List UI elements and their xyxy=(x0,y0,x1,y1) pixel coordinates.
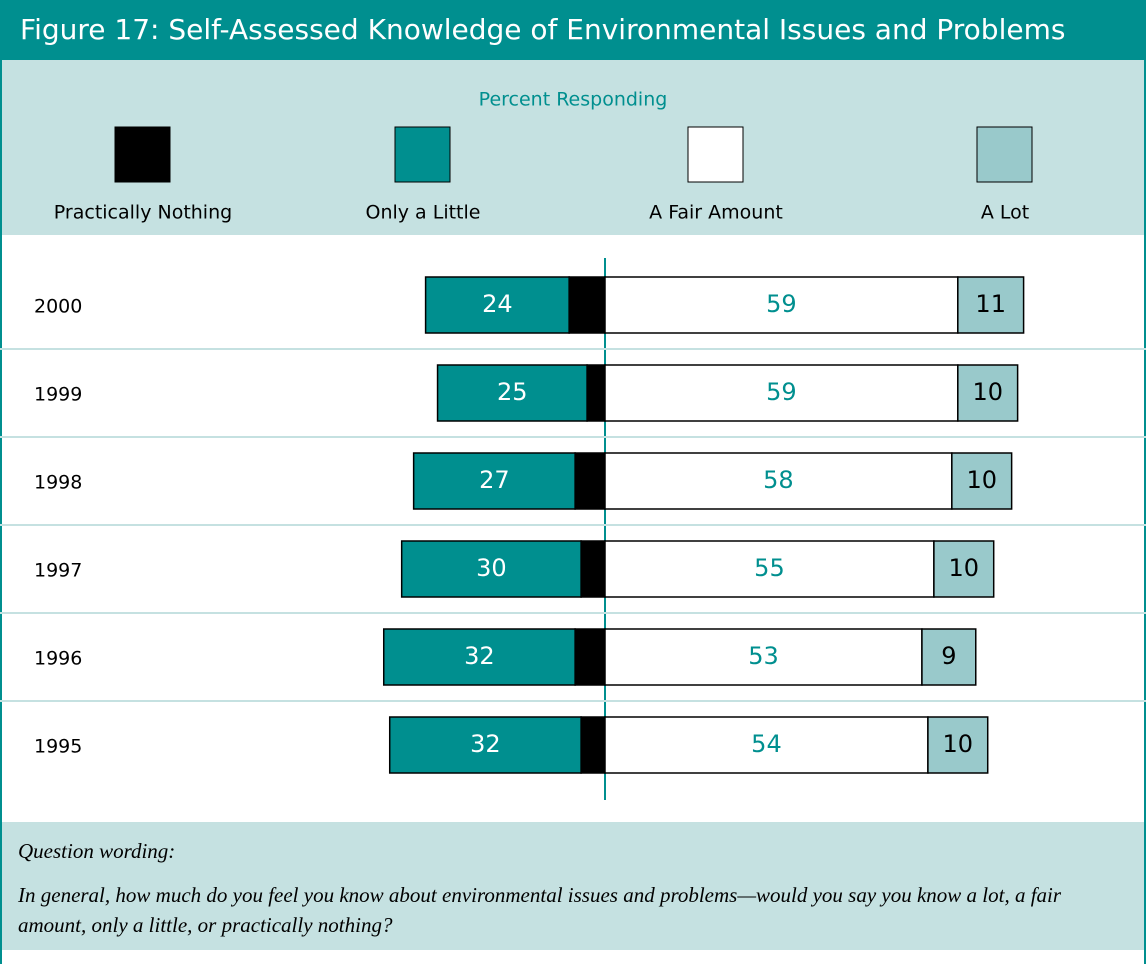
value-label: 10 xyxy=(949,554,980,582)
bar-segment xyxy=(604,364,959,422)
bar-segment xyxy=(933,540,995,598)
bar-segment xyxy=(424,276,570,334)
value-label: 27 xyxy=(479,466,510,494)
bar-segment xyxy=(568,276,606,334)
note-title: Question wording: xyxy=(18,839,176,863)
bar-segment xyxy=(382,628,576,686)
value-label: 9 xyxy=(941,642,956,670)
bar-segment xyxy=(957,364,1019,422)
value-label: 10 xyxy=(966,466,997,494)
bar-segment xyxy=(580,540,606,598)
bar-segment xyxy=(927,716,989,774)
category-label: 1997 xyxy=(34,560,82,582)
legend-label: Only a Little xyxy=(366,202,481,224)
legend-band xyxy=(0,60,1146,235)
legend-label: A Lot xyxy=(981,202,1029,224)
value-label: 58 xyxy=(763,466,794,494)
bar-segment xyxy=(574,452,606,510)
bar-segment xyxy=(412,452,576,510)
bar-segment xyxy=(957,276,1025,334)
value-label: 53 xyxy=(748,642,779,670)
chart-subtitle: Percent Responding xyxy=(479,89,668,111)
value-label: 25 xyxy=(497,378,528,406)
category-label: 1999 xyxy=(34,384,82,406)
note-text: In general, how much do you feel you kno… xyxy=(18,883,1062,937)
header-band xyxy=(0,0,1146,60)
legend-label: Practically Nothing xyxy=(54,202,232,224)
chart-title: Figure 17: Self-Assessed Knowledge of En… xyxy=(20,13,1065,46)
legend-swatch xyxy=(114,126,171,183)
value-label: 54 xyxy=(751,730,782,758)
value-label: 10 xyxy=(943,730,974,758)
bar-segment xyxy=(604,452,953,510)
bar-segment xyxy=(921,628,977,686)
legend-label: A Fair Amount xyxy=(649,202,783,224)
bar-segment xyxy=(586,364,606,422)
legend-swatch xyxy=(976,126,1033,183)
bar-segment xyxy=(951,452,1013,510)
value-label: 59 xyxy=(766,290,797,318)
value-label: 59 xyxy=(766,378,797,406)
category-label: 1998 xyxy=(34,472,82,494)
value-label: 32 xyxy=(470,730,501,758)
value-label: 30 xyxy=(476,554,507,582)
value-label: 10 xyxy=(972,378,1003,406)
bar-segment xyxy=(574,628,606,686)
category-label: 2000 xyxy=(34,296,82,318)
legend-swatch xyxy=(394,126,451,183)
value-label: 24 xyxy=(482,290,513,318)
bar-segment xyxy=(604,276,959,334)
bar-segment xyxy=(400,540,582,598)
bar-segment xyxy=(388,716,582,774)
bar-segment xyxy=(604,628,923,686)
bar-segment xyxy=(580,716,606,774)
value-label: 11 xyxy=(975,290,1006,318)
value-label: 55 xyxy=(754,554,785,582)
category-label: 1996 xyxy=(34,648,82,670)
value-label: 32 xyxy=(464,642,495,670)
note-band xyxy=(0,822,1146,950)
category-label: 1995 xyxy=(34,736,82,758)
bar-segment xyxy=(436,364,588,422)
legend-swatch xyxy=(687,126,744,183)
